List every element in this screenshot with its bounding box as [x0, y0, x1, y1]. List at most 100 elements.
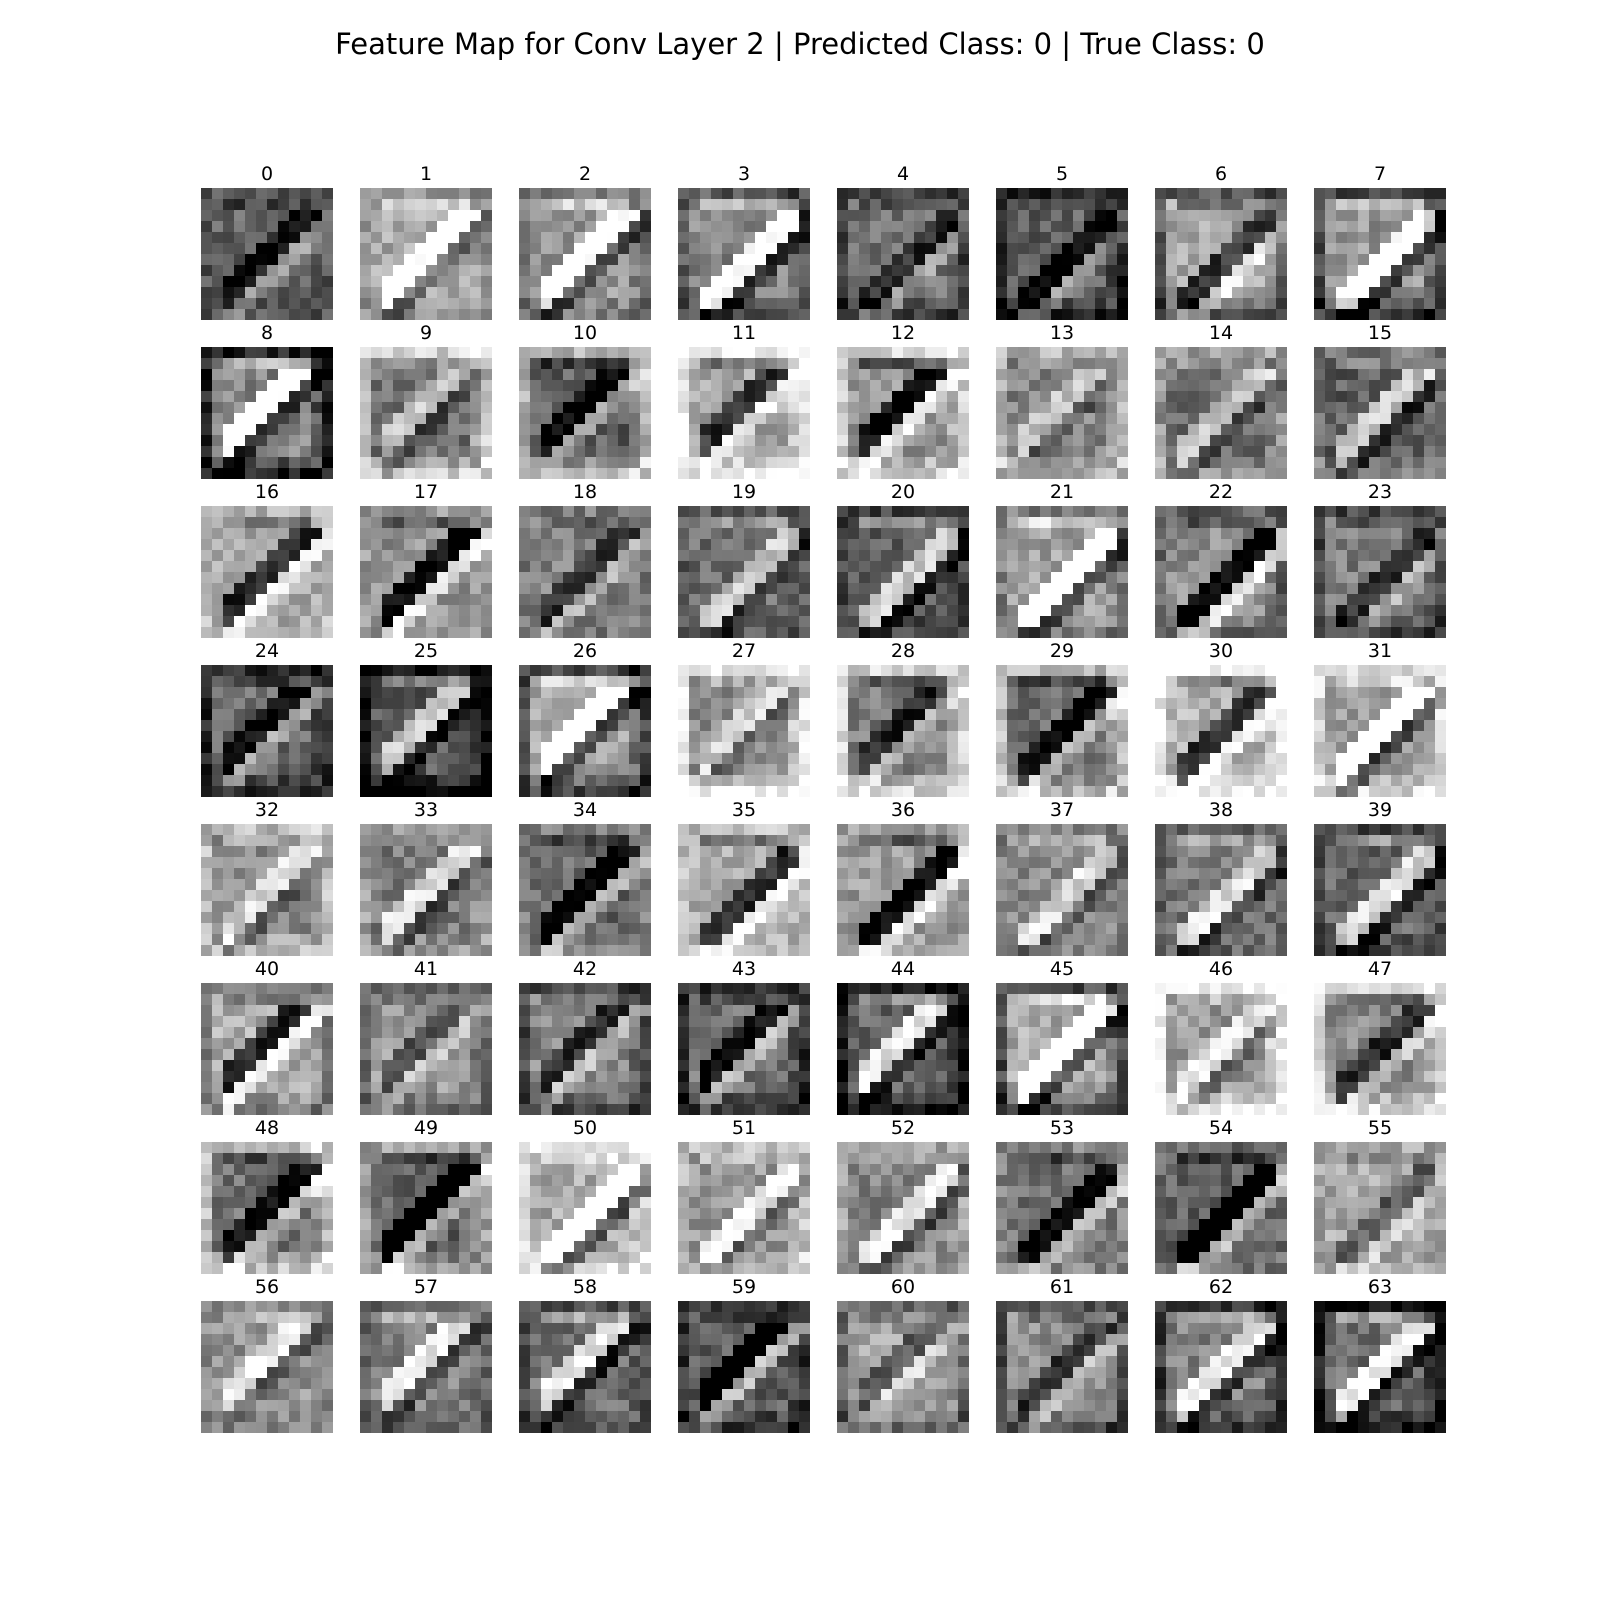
feature-map-image — [201, 188, 333, 320]
feature-map-cell: 13 — [996, 321, 1128, 479]
feature-map-image — [201, 665, 333, 797]
feature-map-label: 61 — [1049, 1276, 1075, 1298]
feature-map-cell: 61 — [996, 1275, 1128, 1433]
feature-map-cell: 47 — [1314, 957, 1446, 1115]
feature-map-image — [519, 506, 651, 638]
feature-map-image — [996, 824, 1128, 956]
feature-map-image — [678, 983, 810, 1115]
feature-map-cell: 27 — [678, 639, 810, 797]
feature-map-label: 56 — [254, 1276, 280, 1298]
feature-map-cell: 48 — [201, 1116, 333, 1274]
feature-map-label: 28 — [890, 640, 916, 662]
feature-map-image — [519, 824, 651, 956]
feature-map-image — [360, 188, 492, 320]
feature-map-cell: 37 — [996, 798, 1128, 956]
feature-map-cell: 6 — [1155, 162, 1287, 320]
feature-map-label: 62 — [1208, 1276, 1234, 1298]
feature-map-label: 20 — [890, 481, 916, 503]
feature-map-image — [519, 983, 651, 1115]
feature-map-label: 16 — [254, 481, 280, 503]
feature-map-cell: 57 — [360, 1275, 492, 1433]
feature-map-cell: 60 — [837, 1275, 969, 1433]
feature-map-label: 6 — [1214, 163, 1228, 185]
feature-map-image — [996, 506, 1128, 638]
feature-map-label: 0 — [260, 163, 274, 185]
feature-map-label: 36 — [890, 799, 916, 821]
feature-map-image — [837, 347, 969, 479]
feature-map-image — [1314, 824, 1446, 956]
feature-map-label: 59 — [731, 1276, 757, 1298]
feature-map-image — [678, 188, 810, 320]
feature-map-label: 31 — [1367, 640, 1393, 662]
feature-map-image — [996, 1301, 1128, 1433]
feature-map-cell: 11 — [678, 321, 810, 479]
feature-map-cell: 12 — [837, 321, 969, 479]
feature-map-cell: 29 — [996, 639, 1128, 797]
feature-map-image — [519, 188, 651, 320]
feature-map-label: 38 — [1208, 799, 1234, 821]
feature-map-image — [201, 824, 333, 956]
feature-map-image — [519, 665, 651, 797]
feature-map-image — [519, 1301, 651, 1433]
feature-map-label: 22 — [1208, 481, 1234, 503]
feature-map-cell: 42 — [519, 957, 651, 1115]
feature-map-image — [678, 665, 810, 797]
feature-map-label: 51 — [731, 1117, 757, 1139]
feature-map-cell: 28 — [837, 639, 969, 797]
feature-map-image — [1155, 188, 1287, 320]
feature-map-label: 43 — [731, 958, 757, 980]
feature-map-image — [837, 506, 969, 638]
feature-map-cell: 5 — [996, 162, 1128, 320]
feature-map-image — [1155, 506, 1287, 638]
feature-map-label: 5 — [1055, 163, 1069, 185]
feature-map-cell: 30 — [1155, 639, 1287, 797]
feature-map-image — [360, 824, 492, 956]
feature-map-image — [360, 506, 492, 638]
feature-map-label: 10 — [572, 322, 598, 344]
feature-map-label: 7 — [1373, 163, 1387, 185]
feature-map-cell: 52 — [837, 1116, 969, 1274]
feature-map-cell: 49 — [360, 1116, 492, 1274]
feature-map-image — [837, 983, 969, 1115]
feature-map-label: 3 — [737, 163, 751, 185]
feature-map-label: 48 — [254, 1117, 280, 1139]
feature-map-label: 32 — [254, 799, 280, 821]
feature-map-cell: 7 — [1314, 162, 1446, 320]
feature-map-image — [360, 347, 492, 479]
feature-map-image — [837, 824, 969, 956]
feature-map-label: 23 — [1367, 481, 1393, 503]
feature-map-image — [837, 1301, 969, 1433]
feature-map-label: 26 — [572, 640, 598, 662]
feature-map-image — [201, 1142, 333, 1274]
feature-map-label: 18 — [572, 481, 598, 503]
feature-map-image — [678, 1301, 810, 1433]
feature-map-image — [837, 1142, 969, 1274]
feature-map-label: 2 — [578, 163, 592, 185]
feature-map-label: 8 — [260, 322, 274, 344]
feature-map-label: 45 — [1049, 958, 1075, 980]
feature-map-cell: 62 — [1155, 1275, 1287, 1433]
feature-map-cell: 15 — [1314, 321, 1446, 479]
feature-map-label: 44 — [890, 958, 916, 980]
feature-map-cell: 10 — [519, 321, 651, 479]
feature-map-label: 49 — [413, 1117, 439, 1139]
feature-map-image — [1155, 665, 1287, 797]
figure-title: Feature Map for Conv Layer 2 | Predicted… — [335, 27, 1265, 61]
feature-map-label: 55 — [1367, 1117, 1393, 1139]
feature-map-label: 58 — [572, 1276, 598, 1298]
feature-map-image — [678, 824, 810, 956]
feature-map-cell: 41 — [360, 957, 492, 1115]
feature-map-cell: 8 — [201, 321, 333, 479]
feature-map-cell: 4 — [837, 162, 969, 320]
feature-map-image — [1314, 665, 1446, 797]
feature-map-label: 41 — [413, 958, 439, 980]
feature-map-cell: 0 — [201, 162, 333, 320]
feature-map-image — [1314, 1142, 1446, 1274]
feature-map-cell: 23 — [1314, 480, 1446, 638]
feature-map-label: 29 — [1049, 640, 1075, 662]
feature-map-cell: 35 — [678, 798, 810, 956]
feature-map-cell: 36 — [837, 798, 969, 956]
feature-map-cell: 32 — [201, 798, 333, 956]
feature-map-cell: 39 — [1314, 798, 1446, 956]
feature-map-label: 13 — [1049, 322, 1075, 344]
